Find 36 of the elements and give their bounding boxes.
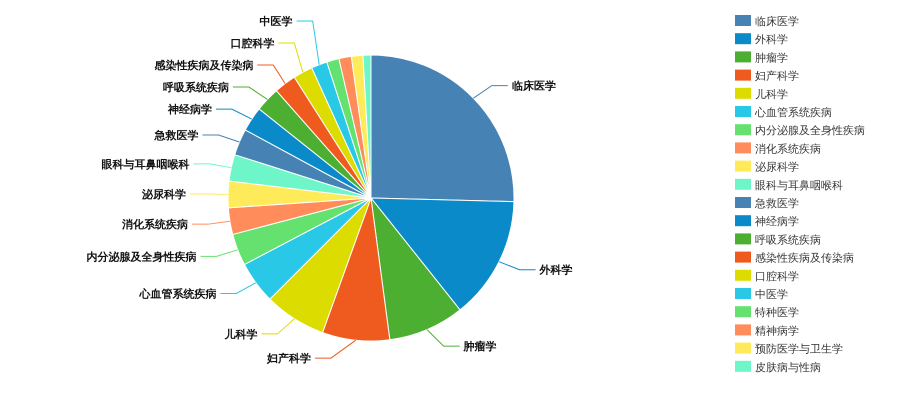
legend-label: 精神病学 <box>755 324 799 338</box>
legend-label: 神经病学 <box>755 215 799 228</box>
slice-label: 感染性疾病及传染病 <box>153 59 254 72</box>
legend-label: 消化系统疾病 <box>755 142 821 156</box>
slice-label: 中医学 <box>260 15 293 28</box>
legend-label: 内分泌腺及全身性疾病 <box>755 124 865 138</box>
slice-label: 临床医学 <box>512 80 556 93</box>
legend-label: 呼吸系统疾病 <box>755 233 821 246</box>
slice-label: 儿科学 <box>223 328 258 341</box>
slice-label: 心血管系统疾病 <box>138 287 216 300</box>
slice-label: 肿瘤学 <box>462 340 497 354</box>
legend-label: 眼科与耳鼻咽喉科 <box>755 178 843 192</box>
slice-label: 妇产科学 <box>266 352 312 366</box>
slice-label: 消化系统疾病 <box>121 218 188 232</box>
legend-label: 儿科学 <box>755 88 788 101</box>
legend-label: 外科学 <box>755 33 788 46</box>
slice-label: 内分泌腺及全身性疾病 <box>86 250 197 264</box>
slice-label: 泌尿科学 <box>141 188 186 201</box>
slice-label: 神经病学 <box>166 103 212 116</box>
legend-label: 特种医学 <box>755 306 799 320</box>
legend-label: 预防医学与卫生学 <box>755 342 843 356</box>
legend-label: 口腔科学 <box>755 270 799 283</box>
legend-label: 感染性疾病及传染病 <box>755 252 854 265</box>
legend-label: 肿瘤学 <box>755 51 788 64</box>
legend-label: 急救医学 <box>754 197 799 210</box>
slice-label: 急救医学 <box>154 128 199 142</box>
legend-label: 临床医学 <box>755 15 799 28</box>
legend-label: 中医学 <box>755 288 788 301</box>
slice-label: 口腔科学 <box>230 37 274 50</box>
legend-label: 皮肤病与性病 <box>755 360 821 374</box>
legend-label: 泌尿科学 <box>755 160 799 174</box>
legend-label: 妇产科学 <box>755 70 799 83</box>
legend-label: 心血管系统疾病 <box>754 106 832 119</box>
slice-label: 呼吸系统疾病 <box>162 81 229 94</box>
slice-label: 眼科与耳鼻咽喉科 <box>102 158 190 171</box>
slice-label: 外科学 <box>538 264 573 277</box>
